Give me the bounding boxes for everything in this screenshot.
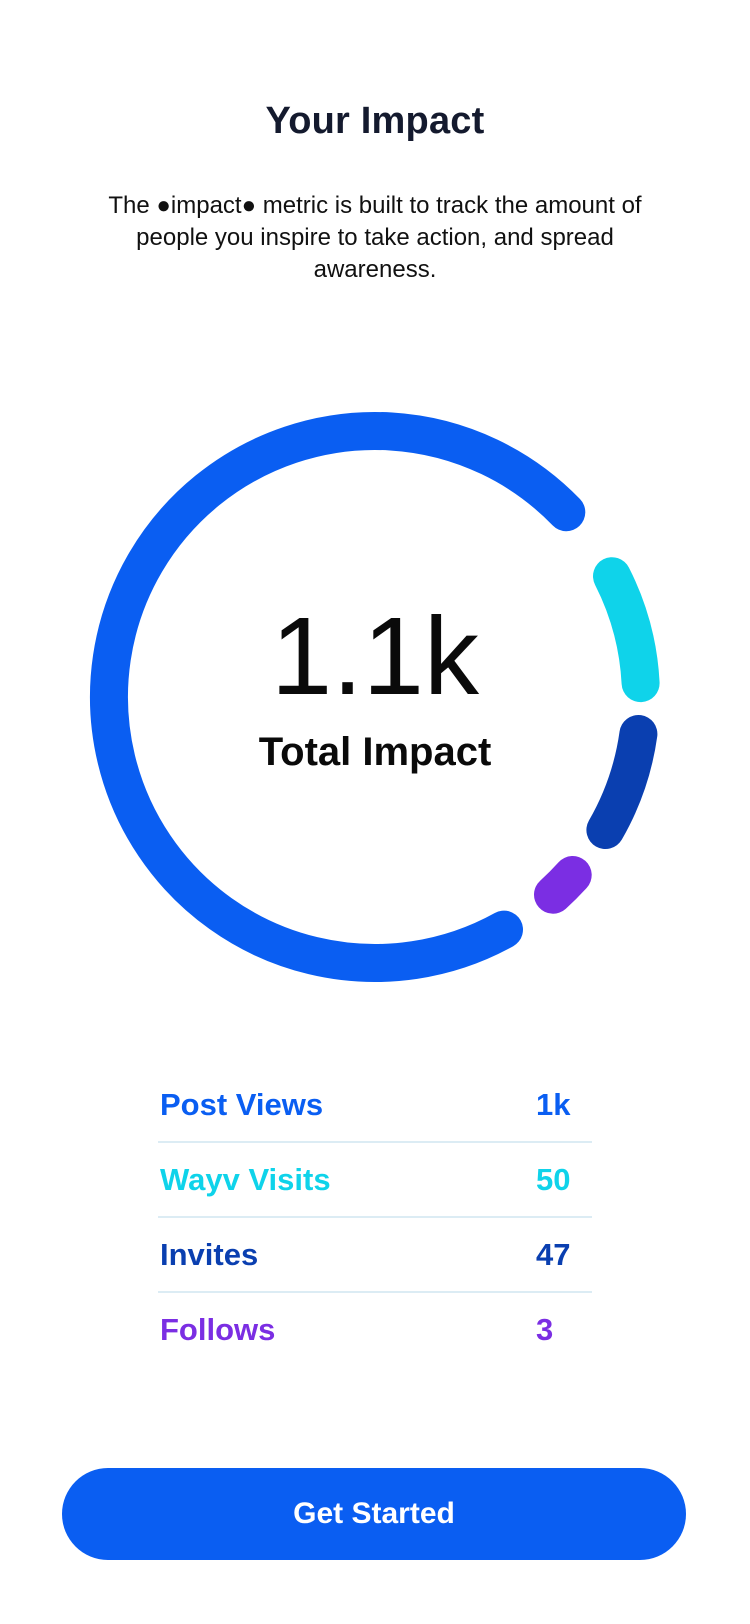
stat-label-follows: Follows [160, 1311, 276, 1347]
total-impact-value: 1.1k [271, 595, 479, 718]
get-started-button[interactable]: Get Started [62, 1468, 686, 1560]
stat-value-post-views: 1k [536, 1086, 571, 1122]
impact-description: The ●impact● metric is built to track th… [108, 192, 642, 283]
ring-segment-post-views [89, 412, 586, 982]
stat-row-post-views: Post Views 1k [158, 1068, 592, 1143]
stat-row-invites: Invites 47 [158, 1218, 592, 1293]
total-impact-label: Total Impact [258, 730, 492, 774]
stat-value-follows: 3 [536, 1311, 554, 1347]
stat-value-wayv-visits: 50 [536, 1161, 571, 1197]
stat-label-wayv-visits: Wayv Visits [160, 1161, 331, 1197]
impact-ring-chart [89, 412, 660, 982]
ring-segment-invites [586, 715, 658, 849]
ring-segment-wayv-visits [593, 557, 660, 703]
stat-label-post-views: Post Views [160, 1086, 324, 1122]
stat-label-invites: Invites [160, 1236, 259, 1272]
stat-row-follows: Follows 3 [158, 1293, 592, 1366]
ring-segment-follows [534, 856, 592, 914]
stat-value-invites: 47 [536, 1236, 571, 1272]
impact-stats-list: Post Views 1k Wayv Visits 50 Invites 47 … [158, 1068, 592, 1366]
stat-row-wayv-visits: Wayv Visits 50 [158, 1143, 592, 1218]
page-title: Your Impact [265, 100, 485, 142]
